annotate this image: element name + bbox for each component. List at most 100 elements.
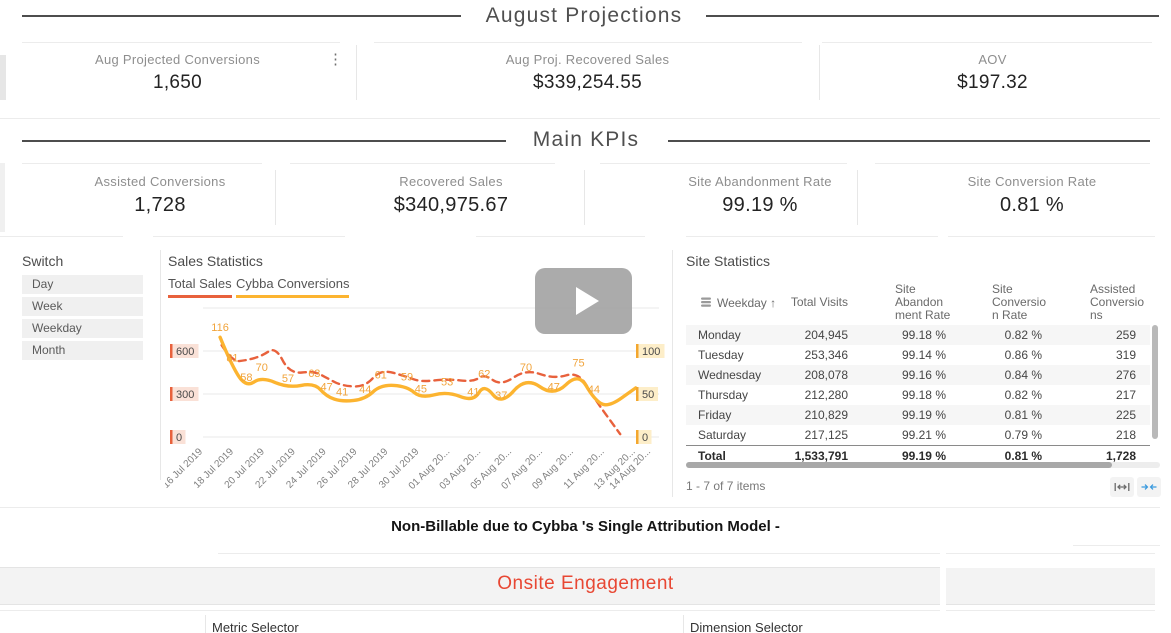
kpi-value: 1,728	[134, 194, 186, 216]
divider	[584, 170, 585, 225]
table-cell: 1,728	[1105, 449, 1136, 463]
table-cell: 0.81 %	[1004, 408, 1042, 422]
weekday-group-icon	[701, 297, 711, 307]
data-point-label: 62	[478, 369, 490, 381]
table-cell: 225	[1115, 408, 1136, 422]
series-total-sales	[220, 344, 622, 436]
table-cell: 212,280	[804, 388, 848, 402]
divider	[946, 553, 1155, 554]
table-cell: 0.81 %	[1004, 449, 1042, 463]
video-play-button[interactable]	[535, 268, 632, 334]
kpi-value: 99.19 %	[722, 194, 798, 216]
divider	[822, 42, 1152, 43]
fit-column-widths-button[interactable]	[1110, 477, 1134, 497]
title-rule-left	[22, 15, 461, 17]
onsite-engagement-title: Onsite Engagement	[497, 573, 674, 594]
horizontal-scrollbar[interactable]	[686, 462, 1112, 468]
table-cell: Friday	[698, 408, 732, 422]
column-header[interactable]: Site Conversio n Rate	[992, 282, 1047, 322]
kpi-value: $197.32	[957, 72, 1028, 93]
divider	[819, 45, 820, 100]
data-point-label: 61	[375, 370, 387, 382]
divider	[275, 170, 276, 225]
table-row: Tuesday 253,346 99.14 % 0.86 % 319	[686, 345, 1150, 365]
table-cell: Tuesday	[698, 348, 744, 362]
switch-button-weekday[interactable]: Weekday	[22, 319, 143, 338]
collapse-columns-button[interactable]	[1137, 477, 1161, 497]
divider	[0, 567, 940, 568]
table-cell: 0.84 %	[1004, 368, 1042, 382]
divider	[0, 604, 940, 605]
arrows-inward-icon	[1141, 484, 1157, 490]
data-point-label: 58	[240, 372, 252, 384]
kpi-card-assisted-conversions: Assisted Conversions 1,728	[40, 174, 280, 217]
axis-tick-label: 300	[176, 389, 194, 401]
dimension-selector-label: Dimension Selector	[690, 620, 803, 633]
vertical-scrollbar[interactable]	[1152, 325, 1158, 439]
kpi-label: AOV	[978, 52, 1007, 67]
divider	[0, 610, 940, 611]
divider	[22, 42, 340, 43]
divider	[857, 170, 858, 225]
table-cell: 253,346	[804, 348, 848, 362]
data-point-label: 47	[321, 382, 333, 394]
table-cell: 0.82 %	[1004, 388, 1042, 402]
data-point-label: 57	[282, 373, 294, 385]
switch-button-week[interactable]: Week	[22, 297, 143, 316]
switch-button-group: Day Week Weekday Month	[22, 275, 143, 363]
table-cell: 99.19 %	[901, 449, 946, 463]
divider	[0, 507, 1160, 508]
switch-button-month[interactable]: Month	[22, 341, 143, 360]
kpi-label: Site Conversion Rate	[967, 174, 1097, 189]
axis-tick-label: 0	[176, 432, 182, 444]
table-cell: Total	[698, 449, 726, 463]
table-row: Saturday 217,125 99.21 % 0.79 % 218	[686, 425, 1150, 445]
divider	[290, 163, 555, 164]
title-rule-left	[22, 140, 506, 142]
data-point-label: 70	[520, 362, 532, 374]
data-point-label: 70	[256, 362, 268, 374]
table-cell: 0.79 %	[1004, 428, 1042, 442]
divider	[600, 163, 847, 164]
kebab-menu-icon[interactable]: ⋮	[328, 51, 343, 68]
title-rule-right	[668, 140, 1150, 142]
data-point-label: 116	[211, 322, 229, 334]
kpi-value: $339,254.55	[533, 72, 642, 93]
kpi-label: Recovered Sales	[399, 174, 503, 189]
data-point-label: 44	[359, 384, 371, 396]
kpi-value: 0.81 %	[999, 194, 1065, 216]
column-header[interactable]: Assisted Conversio ns	[1090, 282, 1145, 322]
table-cell: Monday	[698, 328, 741, 342]
column-header[interactable]: Total Visits	[790, 295, 848, 309]
kpi-value: $340,975.67	[393, 194, 509, 216]
data-point-label: 53	[441, 376, 453, 388]
tab-total-sales[interactable]: Total Sales	[168, 276, 232, 298]
kpi-card-aug-projected-conversions: Aug Projected Conversions 1,650	[40, 52, 315, 94]
table-cell: 99.21 %	[901, 428, 946, 442]
table-cell: 259	[1115, 328, 1136, 342]
kpi-card-aug-proj-recovered-sales: Aug Proj. Recovered Sales $339,254.55	[420, 52, 755, 94]
resize-horizontal-icon	[1114, 483, 1130, 491]
divider	[218, 553, 940, 554]
kpi-label: Aug Proj. Recovered Sales	[505, 52, 670, 67]
kpi-card-recovered-sales: Recovered Sales $340,975.67	[310, 174, 592, 217]
divider	[0, 118, 1160, 119]
switch-button-day[interactable]: Day	[22, 275, 143, 294]
divider	[875, 163, 1150, 164]
kpi-card-aov: AOV $197.32	[850, 52, 1135, 94]
left-edge-fragment	[0, 163, 5, 232]
tab-cybba-conversions[interactable]: Cybba Conversions	[236, 276, 350, 298]
divider	[476, 236, 645, 237]
column-header-weekday[interactable]: Weekday ↑	[700, 296, 810, 310]
table-cell: 319	[1115, 348, 1136, 362]
site-statistics-title: Site Statistics	[686, 253, 771, 269]
column-header[interactable]: Site Abandon ment Rate	[895, 282, 951, 322]
data-point-label: 81	[226, 352, 238, 364]
title-rule-right	[706, 15, 1159, 17]
axis-tick-label: 50	[642, 389, 654, 401]
data-point-label: 47	[548, 382, 560, 394]
table-cell: Thursday	[698, 388, 749, 402]
table-row: Monday 204,945 99.18 % 0.82 % 259	[686, 325, 1150, 345]
axis-tick-label: 600	[176, 346, 194, 358]
